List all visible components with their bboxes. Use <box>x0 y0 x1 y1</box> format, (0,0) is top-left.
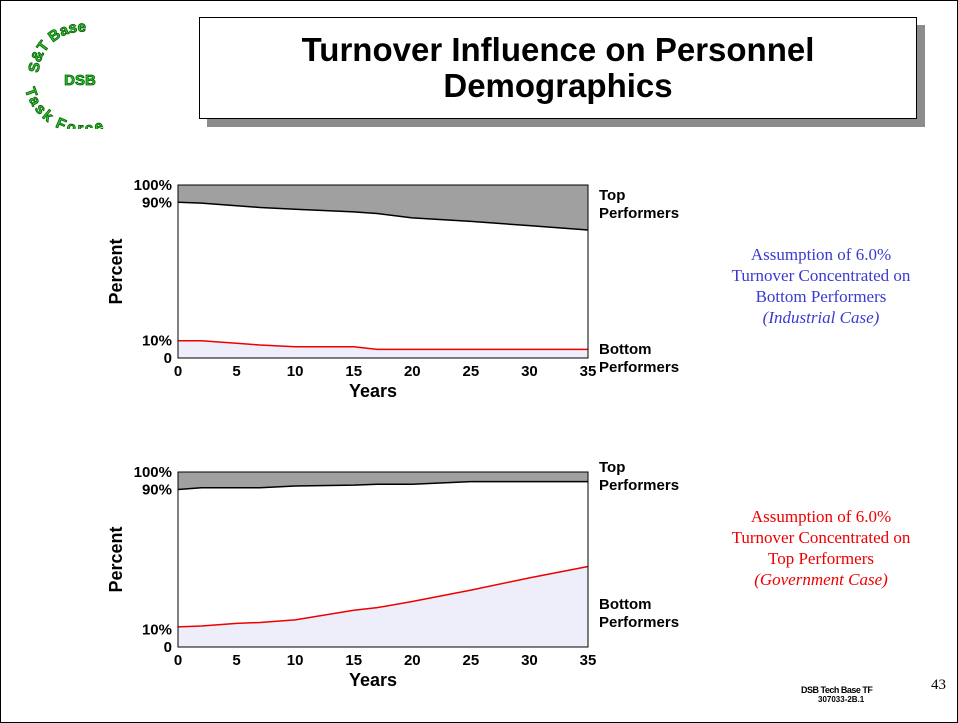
x-tick-label: 15 <box>345 363 362 380</box>
area-fill <box>178 472 588 490</box>
annotation-text: Assumption of 6.0% Turnover Concentrated… <box>731 245 911 306</box>
x-tick-label: 30 <box>521 652 538 669</box>
x-tick-label: 25 <box>463 652 480 669</box>
plot-frame <box>177 184 589 359</box>
series-label: Bottom Performers <box>599 341 680 376</box>
plot-frame <box>177 471 589 648</box>
y-axis-label: Percent <box>106 238 126 304</box>
page-number: 43 <box>931 677 946 693</box>
x-axis-label: Years <box>349 670 397 690</box>
title-box: Turnover Influence on Personnel Demograp… <box>199 17 917 119</box>
area-fill <box>178 185 588 230</box>
footer-line1: DSB Tech Base TF <box>801 685 873 695</box>
x-tick-label: 25 <box>463 363 480 380</box>
y-tick-label: 100% <box>134 177 172 194</box>
annotation-subtext: (Government Case) <box>754 570 888 589</box>
annotation-text: Assumption of 6.0% Turnover Concentrated… <box>731 507 911 568</box>
footer-line2: 307033-2B.1 <box>818 695 865 704</box>
x-tick-label: 30 <box>521 363 538 380</box>
series-label: Top Performers <box>599 187 680 222</box>
x-tick-label: 35 <box>580 363 597 380</box>
x-tick-label: 0 <box>174 363 182 380</box>
series-line <box>177 480 588 491</box>
y-tick-label: 10% <box>142 622 172 639</box>
x-tick-label: 5 <box>232 652 240 669</box>
series-label: Bottom Performers <box>599 596 680 631</box>
x-tick-label: 10 <box>287 363 304 380</box>
x-tick-label: 5 <box>232 363 240 380</box>
x-axis-label: Years <box>349 381 397 401</box>
x-tick-label: 20 <box>404 363 421 380</box>
annotation: Assumption of 6.0% Turnover Concentrated… <box>721 506 921 590</box>
x-tick-label: 15 <box>345 652 362 669</box>
series-label: Top Performers <box>599 459 680 494</box>
x-tick-label: 0 <box>174 652 182 669</box>
y-tick-label: 90% <box>142 482 172 499</box>
x-tick-label: 35 <box>580 652 597 669</box>
y-tick-label: 10% <box>142 333 172 350</box>
x-tick-label: 20 <box>404 652 421 669</box>
title: Turnover Influence on Personnel Demograp… <box>301 31 815 104</box>
y-tick-label: 100% <box>134 464 172 481</box>
x-tick-label: 10 <box>287 652 304 669</box>
series-line <box>178 339 588 351</box>
series-line <box>177 201 589 231</box>
annotation: Assumption of 6.0% Turnover Concentrated… <box>721 244 921 328</box>
annotation-subtext: (Industrial Case) <box>762 308 880 327</box>
y-tick-label: 0 <box>164 350 172 367</box>
y-axis-label: Percent <box>106 526 126 592</box>
logo: S&T Base DSB Task Force <box>21 19 106 129</box>
logo-middle: DSB <box>64 72 96 89</box>
series-line <box>177 565 589 628</box>
y-tick-label: 90% <box>142 194 172 211</box>
y-tick-label: 0 <box>164 639 172 656</box>
